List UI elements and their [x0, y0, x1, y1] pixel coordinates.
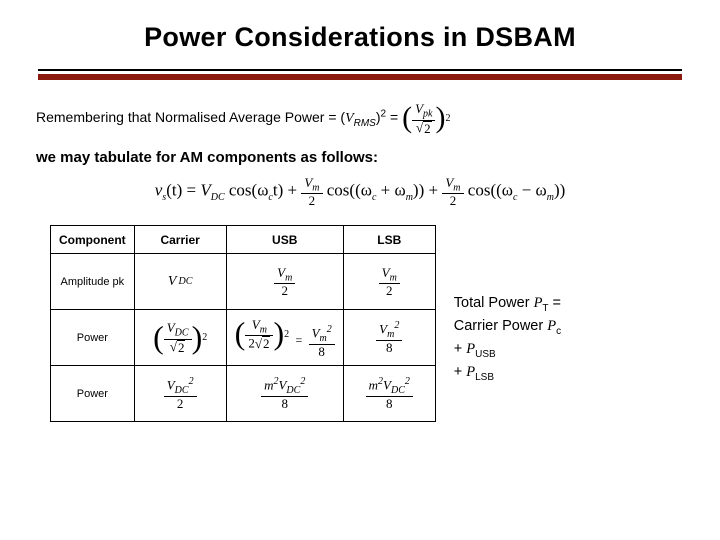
p2c-num-sup: 2 — [189, 376, 194, 387]
eq-two2: 2 — [442, 194, 463, 207]
cell-p1-carrier: ( VDC 2 ) 2 — [134, 310, 226, 366]
eq-t: (t) = — [166, 180, 200, 199]
p1u-eq-den: 8 — [309, 345, 335, 358]
p1c-outer-sup: 2 — [202, 332, 207, 343]
p1l-num-v: V — [379, 322, 387, 337]
eq-vdc-sub: DC — [211, 192, 225, 203]
row-amplitude: Amplitude pk VDC Vm 2 Vm 2 — [51, 254, 436, 310]
rms-fraction-box: ( Vpk 2 ) 2 — [402, 102, 450, 135]
th-usb: USB — [226, 226, 343, 254]
p1l-num-sup: 2 — [394, 320, 399, 331]
p2l-den: 8 — [366, 397, 413, 410]
eq-m1: m — [406, 192, 413, 203]
slide-body: Remembering that Normalised Average Powe… — [0, 80, 720, 422]
th-carrier: Carrier — [134, 226, 226, 254]
intro-line-2: we may tabulate for AM components as fol… — [36, 149, 684, 166]
cell-p2-usb: m2VDC2 8 — [226, 366, 343, 422]
p1u-outer-sup: 2 — [284, 329, 289, 340]
p2c-num-v: V — [167, 378, 175, 393]
eq-close1: )) + — [413, 180, 442, 199]
amp-usb-num-v: V — [277, 265, 285, 280]
side-l2-plus: + — [454, 341, 467, 357]
eq-vm1-m: m — [312, 182, 319, 193]
rms-outer-sup: 2 — [445, 113, 450, 124]
cell-amp-carrier: VDC — [134, 254, 226, 310]
p2u-den: 8 — [261, 397, 308, 410]
p2l-num-sub: DC — [391, 385, 405, 396]
p2l-num-v: V — [383, 378, 391, 393]
amp-lsb-den: 2 — [379, 284, 400, 297]
cell-p1-usb: ( Vm 22 ) 2 = Vm2 8 — [226, 310, 343, 366]
side-l3-lsb: LSB — [475, 372, 494, 383]
vrms-v: V — [345, 111, 354, 126]
p2l-num-m: m — [369, 378, 378, 393]
p1u-eq-num-sub: m — [320, 333, 327, 344]
title-underline — [38, 69, 682, 80]
total-power-note: Total Power PT = Carrier Power Pc + PUSB… — [454, 223, 609, 385]
amp-lsb-num-v: V — [382, 265, 390, 280]
p1c-num-sub: DC — [175, 328, 189, 339]
cell-amp-usb: Vm 2 — [226, 254, 343, 310]
th-lsb: LSB — [343, 226, 435, 254]
side-l1-pc-p: P — [547, 318, 556, 334]
vrms-sub: RMS — [354, 118, 376, 129]
p1c-den-rad: 2 — [177, 340, 186, 354]
cell-p1-lsb: Vm2 8 — [343, 310, 435, 366]
p1u-den-rad: 2 — [262, 336, 271, 350]
eq-t2: t) + — [273, 180, 301, 199]
row-power-2: Power VDC2 2 m2VDC2 8 m2VDC2 — [51, 366, 436, 422]
side-l3-plus: + — [454, 364, 467, 380]
eq-two1: 2 — [301, 194, 322, 207]
side-l3-p: P — [466, 364, 475, 380]
rowlabel-p2: Power — [51, 366, 135, 422]
side-l2-p: P — [466, 341, 475, 357]
eq-cos1: cos(ω — [229, 180, 269, 199]
rowlabel-amp: Amplitude pk — [51, 254, 135, 310]
main-equation: vs(t) = VDC cos(ωct) + Vm 2 cos((ωc + ωm… — [36, 176, 684, 208]
p1c-num-v: V — [167, 320, 175, 335]
rms-num-sub: pk — [423, 109, 432, 120]
cell-amp-lsb: Vm 2 — [343, 254, 435, 310]
eq-cos3a: cos((ω — [468, 180, 513, 199]
content-row: Component Carrier USB LSB Amplitude pk V… — [36, 223, 684, 422]
p2c-den: 2 — [164, 397, 197, 410]
amp-carrier-v: V — [168, 274, 177, 290]
intro-line-1: Remembering that Normalised Average Powe… — [36, 102, 684, 135]
amp-lsb-num-sub: m — [390, 272, 397, 283]
eq-vm2-m: m — [453, 182, 460, 193]
eq-plus: + ω — [376, 180, 405, 199]
p2u-num-sup2: 2 — [300, 376, 305, 387]
amp-usb-num-sub: m — [285, 272, 292, 283]
p1u-eq-num-v: V — [312, 325, 320, 340]
rms-den-rad: 2 — [423, 121, 432, 135]
eq-close2: )) — [554, 180, 565, 199]
p2c-num-sub: DC — [175, 385, 189, 396]
p2l-num-sup2: 2 — [405, 376, 410, 387]
row-power-1: Power ( VDC 2 ) 2 ( — [51, 310, 436, 366]
p1u-eq-num-sup: 2 — [327, 324, 332, 335]
cell-p2-carrier: VDC2 2 — [134, 366, 226, 422]
side-l2-usb: USB — [475, 349, 496, 360]
side-l1-pc-c: c — [556, 326, 561, 337]
am-table: Component Carrier USB LSB Amplitude pk V… — [50, 225, 436, 422]
p1l-den: 8 — [376, 341, 402, 354]
amp-usb-den: 2 — [274, 284, 295, 297]
side-l1a: Total Power — [454, 295, 534, 311]
slide-title: Power Considerations in DSBAM — [0, 0, 720, 63]
intro-prefix: Remembering that Normalised Average Powe… — [36, 109, 345, 125]
intro-suffix: = — [386, 109, 402, 125]
eq-cos2a: cos((ω — [327, 180, 372, 199]
eq-minus: − ω — [517, 180, 546, 199]
amp-carrier-sub: DC — [178, 276, 192, 287]
eq-m2: m — [547, 192, 554, 203]
rms-num-v: V — [415, 101, 423, 116]
rowlabel-p1: Power — [51, 310, 135, 366]
p2u-num-sub: DC — [286, 385, 300, 396]
cell-p2-lsb: m2VDC2 8 — [343, 366, 435, 422]
p1u-num-v: V — [252, 317, 260, 332]
eq-vdc-v: V — [200, 180, 210, 199]
th-component: Component — [51, 226, 135, 254]
p1u-num-sub: m — [260, 324, 267, 335]
